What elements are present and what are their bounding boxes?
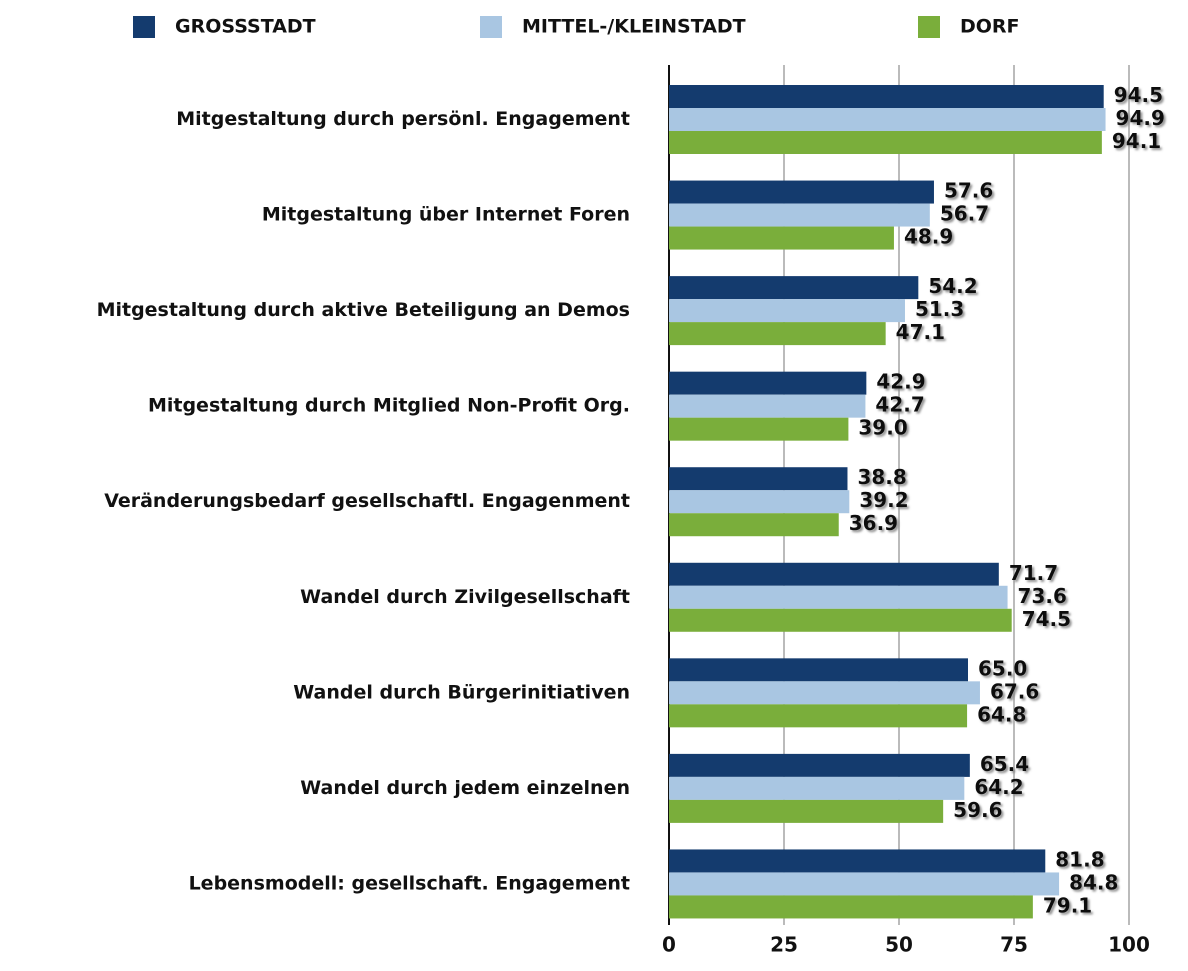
bar bbox=[669, 895, 1033, 919]
legend-label: DORF bbox=[960, 16, 1020, 38]
bar bbox=[669, 799, 944, 823]
x-tick-label: 75 bbox=[1000, 933, 1028, 957]
y-tick-label: Lebensmodell: gesellschaft. Engagement bbox=[189, 872, 630, 894]
bar bbox=[669, 180, 934, 204]
bar bbox=[669, 417, 849, 441]
value-label: 38.8 bbox=[857, 465, 906, 489]
value-label: 51.3 bbox=[915, 297, 964, 321]
legend-swatch bbox=[918, 16, 940, 38]
bar bbox=[669, 371, 867, 395]
y-tick-label: Mitgestaltung durch aktive Beteiligung a… bbox=[97, 299, 630, 321]
bar bbox=[669, 299, 905, 323]
value-label: 48.9 bbox=[904, 225, 953, 249]
x-tick-label: 100 bbox=[1108, 933, 1150, 957]
bar bbox=[669, 585, 1008, 609]
value-label: 39.0 bbox=[858, 416, 907, 440]
value-label: 47.1 bbox=[896, 320, 945, 344]
value-label: 79.1 bbox=[1043, 893, 1092, 917]
legend-label: MITTEL-/KLEINSTADT bbox=[522, 16, 746, 38]
bar bbox=[669, 704, 968, 728]
bar bbox=[669, 872, 1060, 896]
bar bbox=[669, 322, 886, 346]
legend-swatch bbox=[480, 16, 502, 38]
bar bbox=[669, 849, 1046, 873]
bar bbox=[669, 226, 894, 250]
y-tick-label: Wandel durch Bürgerinitiativen bbox=[293, 681, 630, 703]
bar bbox=[669, 562, 999, 586]
y-tick-label: Mitgestaltung über Internet Foren bbox=[262, 204, 630, 226]
x-tick-label: 0 bbox=[662, 933, 676, 957]
value-label: 74.5 bbox=[1022, 607, 1071, 631]
value-label: 54.2 bbox=[928, 274, 977, 298]
bar bbox=[669, 276, 919, 300]
value-label: 67.6 bbox=[990, 679, 1039, 703]
value-label: 64.8 bbox=[977, 702, 1026, 726]
x-tick-label: 25 bbox=[770, 933, 798, 957]
value-label: 56.7 bbox=[940, 202, 989, 226]
value-label: 94.1 bbox=[1112, 129, 1161, 153]
value-label: 73.6 bbox=[1018, 584, 1067, 608]
bar bbox=[669, 776, 965, 800]
value-label: 64.2 bbox=[974, 775, 1023, 799]
y-tick-label: Veränderungsbedarf gesellschaftl. Engage… bbox=[104, 490, 630, 512]
value-label: 71.7 bbox=[1009, 561, 1058, 585]
x-tick-label: 50 bbox=[885, 933, 913, 957]
value-label: 57.6 bbox=[944, 179, 993, 203]
value-label: 42.7 bbox=[875, 393, 924, 417]
value-label: 42.9 bbox=[876, 370, 925, 394]
value-label: 84.8 bbox=[1069, 870, 1118, 894]
bar bbox=[669, 108, 1106, 131]
value-label: 36.9 bbox=[849, 511, 898, 535]
value-label: 81.8 bbox=[1055, 847, 1104, 871]
y-tick-label: Mitgestaltung durch persönl. Engagement bbox=[176, 108, 630, 130]
bar bbox=[669, 131, 1102, 154]
value-label: 39.2 bbox=[859, 488, 908, 512]
bar bbox=[669, 203, 930, 227]
value-label: 65.0 bbox=[978, 656, 1027, 680]
bar bbox=[669, 490, 850, 514]
bar bbox=[669, 513, 839, 537]
y-tick-label: Wandel durch Zivilgesellschaft bbox=[300, 586, 630, 608]
bar bbox=[669, 658, 968, 682]
y-tick-label: Mitgestaltung durch Mitglied Non-Profit … bbox=[148, 395, 630, 417]
legend-label: GROSSSTADT bbox=[175, 16, 316, 38]
y-tick-label: Wandel durch jedem einzelnen bbox=[300, 777, 630, 799]
bar bbox=[669, 681, 980, 705]
bar bbox=[669, 608, 1012, 632]
value-label: 65.4 bbox=[980, 752, 1029, 776]
value-label: 94.9 bbox=[1116, 106, 1165, 130]
legend-swatch bbox=[133, 16, 155, 38]
bar bbox=[669, 467, 848, 491]
bar bbox=[669, 394, 866, 418]
bar bbox=[669, 753, 970, 777]
bar bbox=[669, 85, 1104, 108]
value-label: 94.5 bbox=[1114, 83, 1163, 107]
value-label: 59.6 bbox=[953, 798, 1002, 822]
